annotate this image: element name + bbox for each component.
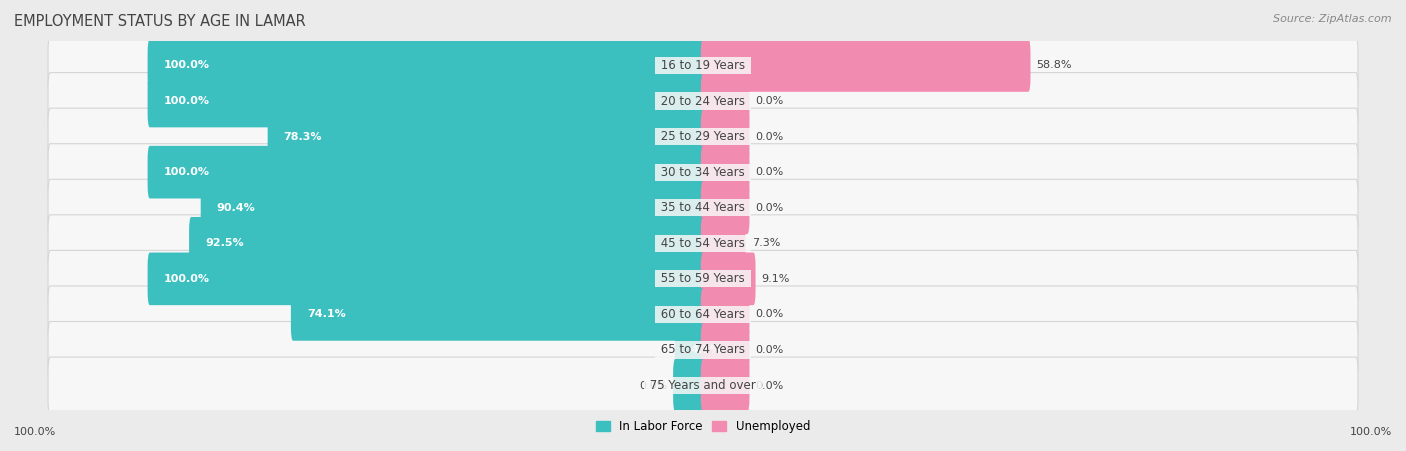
Text: 0.0%: 0.0%	[755, 167, 783, 177]
FancyBboxPatch shape	[148, 146, 706, 198]
FancyBboxPatch shape	[48, 179, 1358, 236]
FancyBboxPatch shape	[148, 253, 706, 305]
FancyBboxPatch shape	[148, 75, 706, 127]
Text: 0.0%: 0.0%	[638, 381, 666, 391]
Text: 7.3%: 7.3%	[752, 238, 780, 249]
Text: 20 to 24 Years: 20 to 24 Years	[657, 95, 749, 107]
FancyBboxPatch shape	[201, 181, 706, 234]
FancyBboxPatch shape	[700, 288, 749, 341]
Text: 0.0%: 0.0%	[755, 202, 783, 213]
FancyBboxPatch shape	[700, 253, 755, 305]
Text: 90.4%: 90.4%	[217, 202, 256, 213]
Legend: In Labor Force, Unemployed: In Labor Force, Unemployed	[591, 415, 815, 438]
FancyBboxPatch shape	[48, 144, 1358, 201]
FancyBboxPatch shape	[291, 288, 706, 341]
FancyBboxPatch shape	[48, 37, 1358, 94]
Text: 30 to 34 Years: 30 to 34 Years	[657, 166, 749, 179]
FancyBboxPatch shape	[148, 39, 706, 92]
Text: 55 to 59 Years: 55 to 59 Years	[657, 272, 749, 285]
FancyBboxPatch shape	[700, 39, 1031, 92]
Text: 45 to 54 Years: 45 to 54 Years	[657, 237, 749, 250]
FancyBboxPatch shape	[48, 250, 1358, 307]
Text: 0.0%: 0.0%	[755, 309, 783, 319]
FancyBboxPatch shape	[673, 359, 706, 412]
FancyBboxPatch shape	[700, 181, 749, 234]
Text: 4.7%: 4.7%	[690, 345, 721, 355]
Text: 60 to 64 Years: 60 to 64 Years	[657, 308, 749, 321]
Text: 100.0%: 100.0%	[14, 428, 56, 437]
FancyBboxPatch shape	[267, 110, 706, 163]
Text: 92.5%: 92.5%	[205, 238, 243, 249]
FancyBboxPatch shape	[48, 357, 1358, 414]
FancyBboxPatch shape	[48, 73, 1358, 129]
Text: 0.0%: 0.0%	[755, 345, 783, 355]
Text: 0.0%: 0.0%	[755, 96, 783, 106]
Text: 35 to 44 Years: 35 to 44 Years	[657, 201, 749, 214]
FancyBboxPatch shape	[48, 286, 1358, 343]
Text: 0.0%: 0.0%	[755, 381, 783, 391]
Text: 9.1%: 9.1%	[762, 274, 790, 284]
FancyBboxPatch shape	[188, 217, 706, 270]
Text: 58.8%: 58.8%	[1036, 60, 1071, 70]
Text: 65 to 74 Years: 65 to 74 Years	[657, 344, 749, 356]
Text: 74.1%: 74.1%	[307, 309, 346, 319]
FancyBboxPatch shape	[700, 110, 749, 163]
Text: 78.3%: 78.3%	[284, 132, 322, 142]
Text: 100.0%: 100.0%	[163, 96, 209, 106]
Text: 100.0%: 100.0%	[163, 60, 209, 70]
FancyBboxPatch shape	[700, 324, 749, 376]
Text: 100.0%: 100.0%	[1350, 428, 1392, 437]
FancyBboxPatch shape	[700, 75, 749, 127]
FancyBboxPatch shape	[48, 108, 1358, 165]
Text: 0.0%: 0.0%	[755, 132, 783, 142]
Text: 100.0%: 100.0%	[163, 274, 209, 284]
Text: 16 to 19 Years: 16 to 19 Years	[657, 59, 749, 72]
FancyBboxPatch shape	[675, 324, 706, 376]
FancyBboxPatch shape	[48, 215, 1358, 272]
Text: EMPLOYMENT STATUS BY AGE IN LAMAR: EMPLOYMENT STATUS BY AGE IN LAMAR	[14, 14, 307, 28]
Text: Source: ZipAtlas.com: Source: ZipAtlas.com	[1274, 14, 1392, 23]
Text: 100.0%: 100.0%	[163, 167, 209, 177]
FancyBboxPatch shape	[48, 322, 1358, 378]
Text: 25 to 29 Years: 25 to 29 Years	[657, 130, 749, 143]
Text: 75 Years and over: 75 Years and over	[647, 379, 759, 392]
FancyBboxPatch shape	[700, 146, 749, 198]
FancyBboxPatch shape	[700, 359, 749, 412]
FancyBboxPatch shape	[700, 217, 745, 270]
